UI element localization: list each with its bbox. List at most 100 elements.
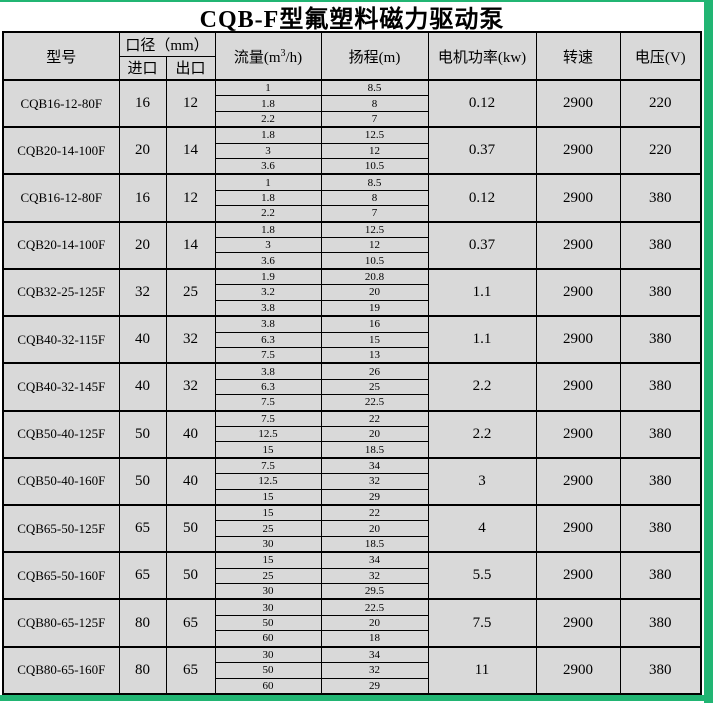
flow-cell: 7.5 xyxy=(214,410,322,427)
head-cell: 20 xyxy=(320,614,429,632)
flow-cell: 1.8 xyxy=(214,189,322,207)
flow-cell: 12.5 xyxy=(214,473,322,490)
table-row: CQB40-32-115F 40 32 3.8 16 1.1 2900 380 … xyxy=(2,315,702,364)
outlet-cell: 12 xyxy=(165,79,216,128)
head-cell: 7 xyxy=(320,110,429,128)
col-header-power: 电机功率(kw) xyxy=(427,31,537,81)
speed-cell: 2900 xyxy=(535,598,621,648)
table-row: CQB80-65-125F 80 65 30 22.5 7.5 2900 380… xyxy=(2,598,702,648)
flow-cell: 7.5 xyxy=(214,457,322,475)
head-cell: 7 xyxy=(320,205,429,223)
flow-cell: 1.8 xyxy=(214,126,322,144)
flow-cell: 15 xyxy=(214,441,322,459)
outlet-cell: 12 xyxy=(165,173,216,223)
flow-cell: 50 xyxy=(214,614,322,632)
flow-cell: 15 xyxy=(214,504,322,522)
outlet-cell: 40 xyxy=(165,457,216,506)
inlet-cell: 20 xyxy=(118,221,167,270)
flow-cell: 25 xyxy=(214,567,322,584)
power-cell: 5.5 xyxy=(427,551,537,600)
power-cell: 4 xyxy=(427,504,537,553)
flow-label-suffix: /h) xyxy=(285,49,303,66)
head-cell: 32 xyxy=(320,567,429,584)
power-cell: 7.5 xyxy=(427,598,537,648)
head-cell: 34 xyxy=(320,646,429,664)
head-cell: 29 xyxy=(320,677,429,695)
head-cell: 34 xyxy=(320,551,429,569)
inlet-cell: 50 xyxy=(118,410,167,459)
head-cell: 19 xyxy=(320,299,429,317)
head-cell: 25 xyxy=(320,378,429,396)
frame-top-border xyxy=(0,0,713,2)
flow-cell: 30 xyxy=(214,646,322,664)
head-cell: 18 xyxy=(320,630,429,648)
table-row: CQB50-40-160F 50 40 7.5 34 3 2900 380 12… xyxy=(2,457,702,506)
inlet-cell: 65 xyxy=(118,504,167,553)
outlet-cell: 25 xyxy=(165,268,216,317)
outlet-cell: 14 xyxy=(165,126,216,175)
head-cell: 22 xyxy=(320,410,429,427)
inlet-cell: 40 xyxy=(118,362,167,412)
head-cell: 32 xyxy=(320,662,429,679)
inlet-cell: 16 xyxy=(118,79,167,128)
voltage-cell: 380 xyxy=(619,362,702,412)
outlet-cell: 50 xyxy=(165,551,216,600)
outlet-cell: 32 xyxy=(165,315,216,364)
power-cell: 11 xyxy=(427,646,537,695)
flow-cell: 60 xyxy=(214,677,322,695)
col-header-model: 型号 xyxy=(2,31,120,81)
flow-cell: 1 xyxy=(214,79,322,97)
inlet-cell: 20 xyxy=(118,126,167,175)
inlet-cell: 16 xyxy=(118,173,167,223)
head-cell: 12.5 xyxy=(320,221,429,239)
flow-cell: 2.2 xyxy=(214,205,322,223)
head-cell: 34 xyxy=(320,457,429,475)
inlet-cell: 40 xyxy=(118,315,167,364)
flow-cell: 3.8 xyxy=(214,299,322,317)
head-cell: 15 xyxy=(320,331,429,348)
head-cell: 10.5 xyxy=(320,157,429,175)
table-row: CQB65-50-160F 65 50 15 34 5.5 2900 380 2… xyxy=(2,551,702,600)
col-header-inlet: 进口 xyxy=(118,55,167,81)
flow-cell: 1 xyxy=(214,173,322,191)
model-cell: CQB16-12-80F xyxy=(2,79,120,128)
inlet-cell: 50 xyxy=(118,457,167,506)
outlet-cell: 14 xyxy=(165,221,216,270)
head-cell: 20 xyxy=(320,520,429,537)
model-cell: CQB50-40-125F xyxy=(2,410,120,459)
head-cell: 12 xyxy=(320,237,429,254)
power-cell: 1.1 xyxy=(427,315,537,364)
table-row: CQB65-50-125F 65 50 15 22 4 2900 380 25 … xyxy=(2,504,702,553)
inlet-cell: 80 xyxy=(118,598,167,648)
inlet-cell: 65 xyxy=(118,551,167,600)
flow-cell: 7.5 xyxy=(214,394,322,412)
outlet-cell: 32 xyxy=(165,362,216,412)
speed-cell: 2900 xyxy=(535,362,621,412)
voltage-cell: 380 xyxy=(619,221,702,270)
col-header-head: 扬程(m) xyxy=(320,31,429,81)
table-header: 型号 口径（mm） 流量(m3/h) 扬程(m) 电机功率(kw) 转速 电压(… xyxy=(2,31,702,81)
speed-cell: 2900 xyxy=(535,315,621,364)
col-header-voltage: 电压(V) xyxy=(619,31,702,81)
voltage-cell: 380 xyxy=(619,551,702,600)
head-cell: 29 xyxy=(320,488,429,506)
table-row: CQB50-40-125F 50 40 7.5 22 2.2 2900 380 … xyxy=(2,410,702,459)
head-cell: 8 xyxy=(320,95,429,112)
speed-cell: 2900 xyxy=(535,551,621,600)
outlet-cell: 65 xyxy=(165,646,216,695)
inlet-cell: 80 xyxy=(118,646,167,695)
table-row: CQB16-12-80F 16 12 1 8.5 0.12 2900 380 1… xyxy=(2,173,702,223)
flow-cell: 3.8 xyxy=(214,362,322,380)
flow-cell: 30 xyxy=(214,598,322,616)
flow-cell: 3 xyxy=(214,237,322,254)
voltage-cell: 380 xyxy=(619,457,702,506)
flow-cell: 30 xyxy=(214,535,322,553)
speed-cell: 2900 xyxy=(535,221,621,270)
head-cell: 12 xyxy=(320,142,429,159)
table-row: CQB40-32-145F 40 32 3.8 26 2.2 2900 380 … xyxy=(2,362,702,412)
flow-cell: 3.8 xyxy=(214,315,322,333)
table-row: CQB32-25-125F 32 25 1.9 20.8 1.1 2900 38… xyxy=(2,268,702,317)
speed-cell: 2900 xyxy=(535,457,621,506)
head-cell: 8.5 xyxy=(320,173,429,191)
